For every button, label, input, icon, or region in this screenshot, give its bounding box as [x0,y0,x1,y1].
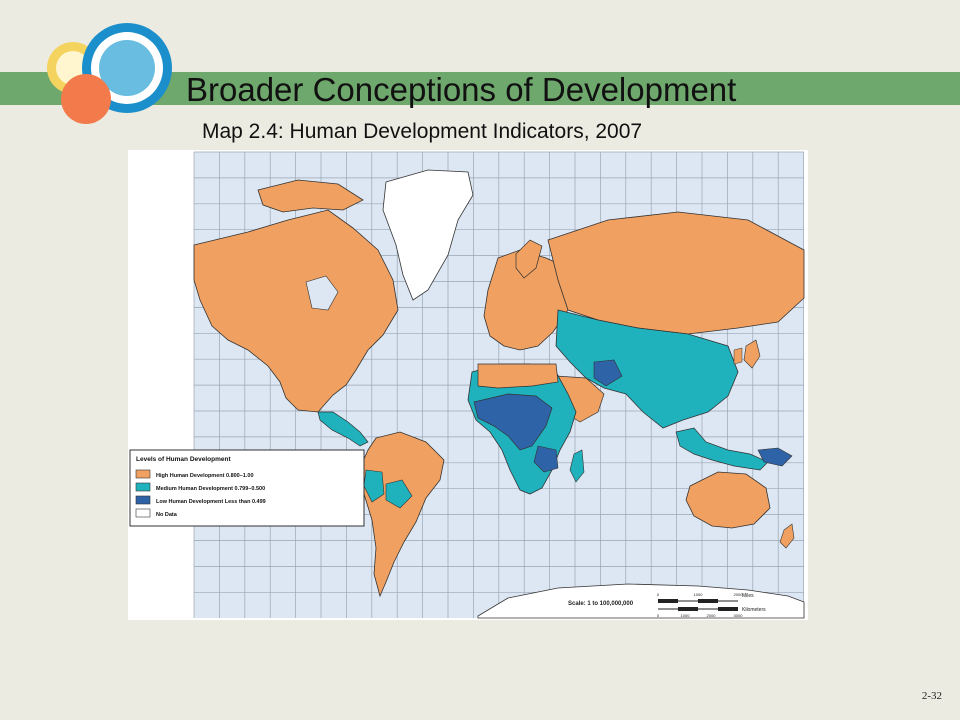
scandinavia [515,239,543,279]
scale-miles-label: Miles [742,593,754,599]
decorative-circles [47,23,172,124]
legend-title: Levels of Human Development [136,456,231,463]
central-america [317,411,369,447]
legend-label: No Data [156,512,178,518]
scale-mile-tick: 0 [657,592,660,597]
legend-label: Medium Human Development 0.799–0.500 [156,486,265,492]
bolivia-region [385,479,413,509]
north-africa [477,363,559,389]
japan [743,339,761,369]
new-zealand [779,523,795,549]
map-legend: Levels of Human Development High Human D… [129,449,365,527]
map-scale: Scale: 1 to 100,000,000 Miles Kilometers… [568,592,766,618]
slide-title: Broader Conceptions of Development [186,71,737,108]
scale-mile-tick: 1000 [694,592,704,597]
hudson-bay [305,275,339,311]
central-asia [555,309,739,429]
scale-km-tick: 2000 [707,613,717,618]
new-guinea [757,447,793,467]
greenland [382,169,474,301]
legend-label: High Human Development 0.800–1.00 [156,473,254,479]
page-number: 2-32 [921,690,942,702]
scale-km-tick: 0 [657,613,660,618]
russia [547,211,805,335]
orange-disc [61,74,111,124]
australia [685,471,771,529]
korea [733,347,743,365]
scale-mile-tick: 2000 [734,592,744,597]
southeast-asia [675,427,769,471]
madagascar [569,449,585,483]
afghanistan-region [593,359,623,387]
legend-swatch [135,495,151,505]
sahel-low [473,393,553,451]
scale-km-tick: 3000 [734,613,744,618]
north-america [193,209,399,413]
map-subtitle: Map 2.4: Human Development Indicators, 2… [202,120,643,143]
europe [483,249,574,351]
legend-swatch [135,482,151,492]
legend-swatch [135,469,151,479]
legend-swatch [135,508,151,518]
legend-label: Low Human Development Less than 0.499 [156,499,266,505]
scale-km-tick: 1000 [681,613,691,618]
east-africa-low [533,445,559,473]
blue-disc [99,40,155,96]
world-map: Scale: 1 to 100,000,000 Miles Kilometers… [128,150,808,620]
scale-label: Scale: 1 to 100,000,000 [568,601,634,607]
arctic-islands [257,179,364,213]
scale-km-label: Kilometers [742,607,766,613]
